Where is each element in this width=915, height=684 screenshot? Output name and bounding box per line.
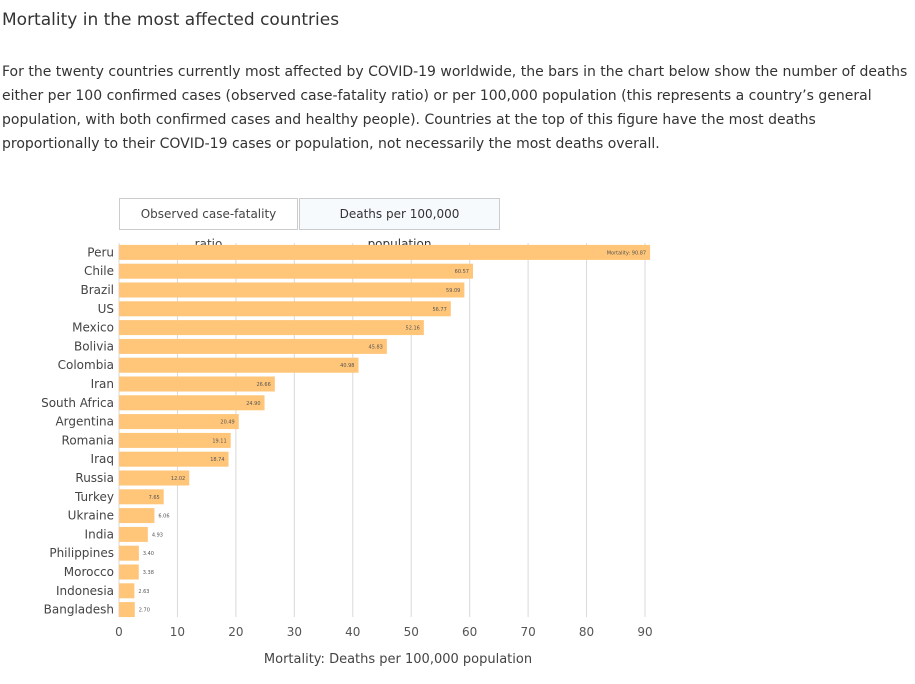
bar-value-label: 18.74 [210, 457, 224, 463]
bar-value-label: 6.06 [158, 514, 169, 520]
bar-value-label: 40.98 [340, 363, 354, 369]
category-label: Chile [84, 264, 114, 278]
category-label: Bolivia [74, 339, 114, 353]
bar-value-label: 26.66 [256, 382, 270, 388]
grid-lines [118, 243, 646, 617]
category-label: Mexico [72, 321, 114, 335]
bar-india[interactable] [119, 526, 148, 542]
bar-value-label: 24.90 [246, 401, 260, 407]
bar-romania[interactable] [119, 432, 231, 448]
category-label: Brazil [81, 283, 115, 297]
bar-colombia[interactable] [119, 357, 359, 373]
bar-indonesia[interactable] [119, 583, 135, 599]
x-tick-label: 60 [462, 625, 477, 639]
bar-argentina[interactable] [119, 414, 239, 430]
x-tick-labels: 0 10 20 30 40 50 60 70 80 90 [115, 625, 652, 639]
category-label: Iran [91, 377, 114, 391]
bar-philippines[interactable] [119, 545, 139, 561]
bar-bolivia[interactable] [119, 338, 387, 354]
category-label: Bangladesh [44, 603, 114, 617]
category-label: Ukraine [68, 509, 114, 523]
bars: Mortality: 90.87 60.57 59.09 56.77 52.16 45.8… [119, 244, 651, 618]
bar-value-label: 2.70 [139, 608, 150, 614]
bar-value-label: 52.16 [406, 326, 420, 332]
x-tick-label: 30 [287, 625, 302, 639]
x-axis-title: Mortality: Deaths per 100,000 population [264, 652, 532, 667]
x-tick-label: 70 [520, 625, 535, 639]
bar-value-label: 60.57 [455, 269, 469, 275]
x-tick-label: 90 [637, 625, 652, 639]
x-tick-label: 0 [115, 625, 123, 639]
category-label: Argentina [55, 415, 114, 429]
bar-us[interactable] [119, 301, 451, 317]
bar-value-label: 4.93 [152, 532, 163, 538]
category-label: Philippines [49, 546, 114, 560]
bar-value-label: 12.02 [171, 476, 185, 482]
category-label: Indonesia [56, 584, 114, 598]
bar-value-label: 3.40 [143, 551, 154, 557]
bar-iraq[interactable] [119, 451, 229, 467]
bar-value-label: 20.49 [220, 420, 234, 426]
category-label: Peru [87, 245, 114, 259]
bar-russia[interactable] [119, 470, 190, 486]
bar-value-label: 7.65 [149, 495, 160, 501]
bar-chile[interactable] [119, 263, 473, 279]
x-tick-label: 20 [228, 625, 243, 639]
bar-value-label: 59.09 [446, 288, 460, 294]
bar-brazil[interactable] [119, 282, 465, 298]
category-label: Turkey [74, 490, 114, 504]
bar-value-label: 56.77 [432, 307, 446, 313]
bar-peru[interactable] [119, 244, 651, 260]
bar-turkey[interactable] [119, 489, 164, 505]
category-label: Colombia [58, 358, 114, 372]
x-tick-label: 80 [579, 625, 594, 639]
category-label: US [98, 302, 114, 316]
category-label: Iraq [91, 452, 114, 466]
page-title: Mortality in the most affected countries [2, 10, 340, 30]
intro-paragraph: For the twenty countries currently most … [2, 64, 908, 152]
bar-ukraine[interactable] [119, 508, 155, 524]
category-label: Russia [75, 471, 114, 485]
category-label: South Africa [41, 396, 114, 410]
bar-south-africa[interactable] [119, 395, 265, 411]
category-label: India [85, 527, 114, 541]
category-label: Morocco [64, 565, 114, 579]
bar-mexico[interactable] [119, 320, 424, 336]
x-tick-label: 40 [345, 625, 360, 639]
bar-value-label: 3.38 [143, 570, 154, 576]
bar-value-label: 45.83 [369, 344, 383, 350]
x-tick-label: 50 [404, 625, 419, 639]
category-labels: Peru Chile Brazil US Mexico Bolivia Colombia Ir… [41, 245, 114, 616]
bar-morocco[interactable] [119, 564, 139, 580]
bar-value-label: Mortality: 90.87 [607, 250, 646, 256]
x-tick-label: 10 [170, 625, 185, 639]
bar-bangladesh[interactable] [119, 602, 135, 618]
category-label: Romania [62, 433, 114, 447]
bar-iran[interactable] [119, 376, 275, 392]
bar-value-label: 19.11 [212, 438, 226, 444]
tab-case-fatality-ratio[interactable]: Observed case-fatality ratio [119, 198, 298, 251]
bar-value-label: 2.63 [138, 589, 149, 595]
